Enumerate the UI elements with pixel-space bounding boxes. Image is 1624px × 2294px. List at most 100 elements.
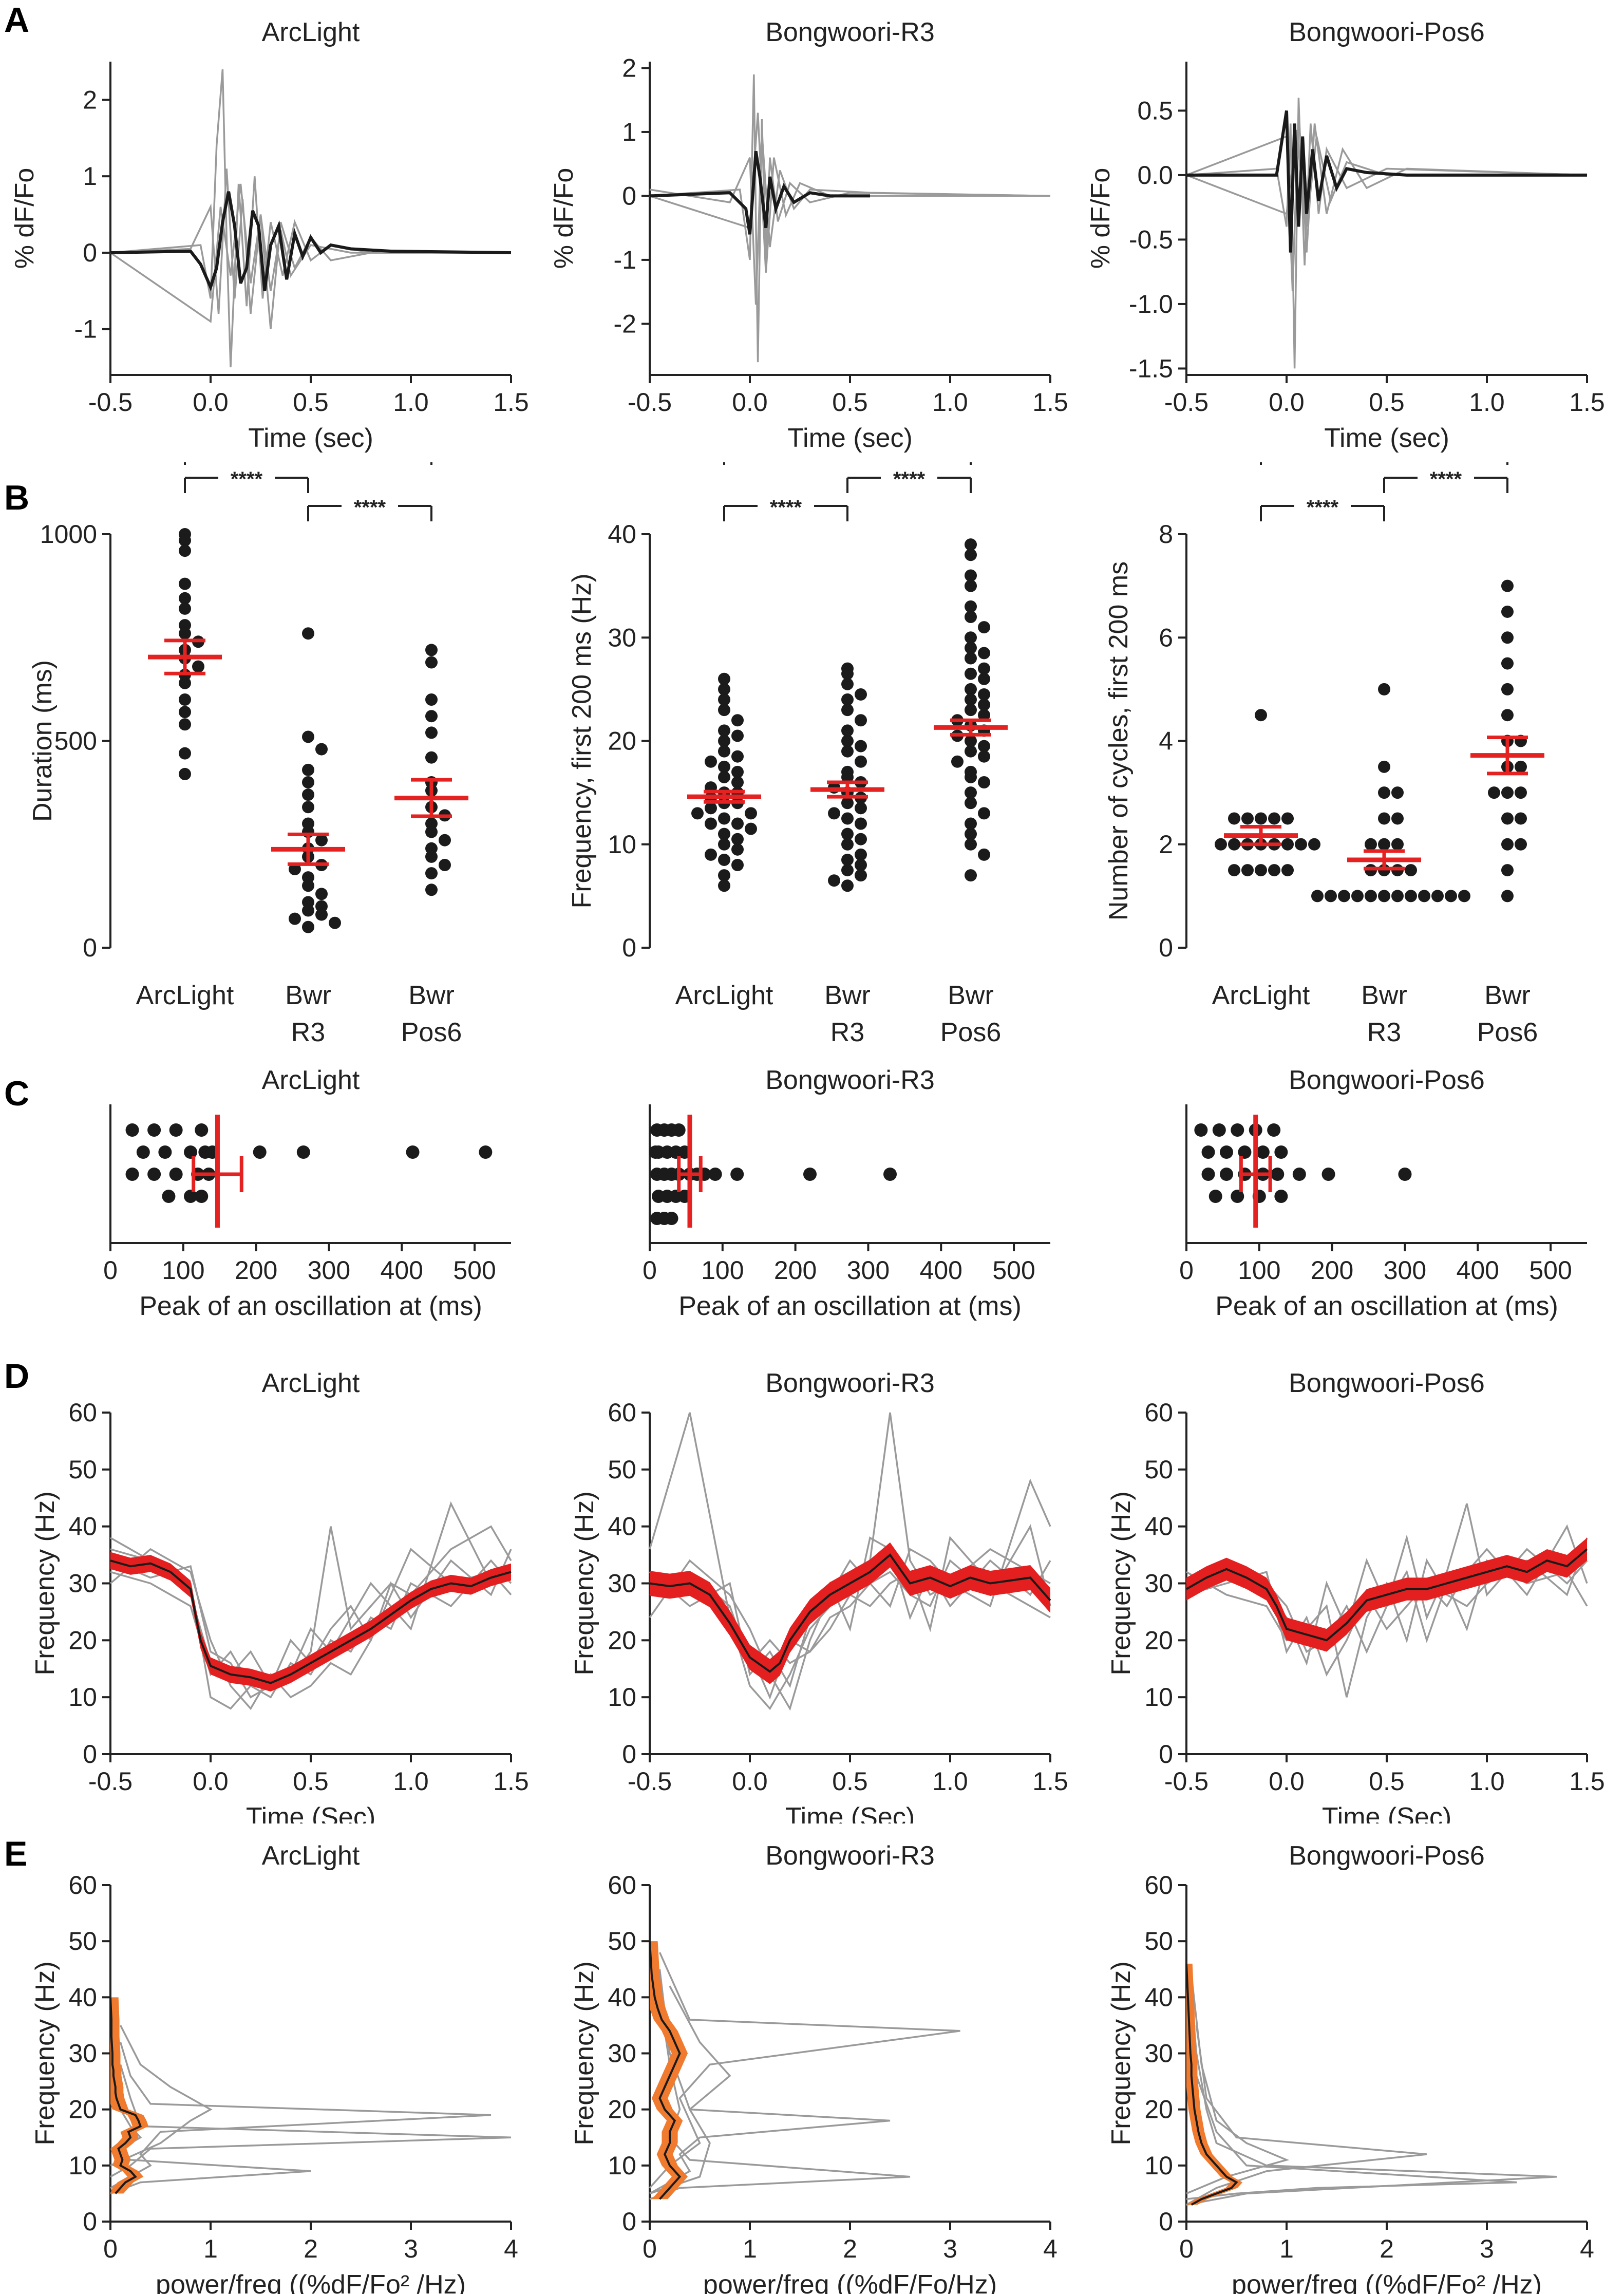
- y-tick-label: 2: [83, 85, 97, 114]
- data-point: [289, 912, 301, 925]
- data-point: [665, 1212, 678, 1225]
- data-point: [315, 908, 328, 921]
- category-label: R3: [830, 1018, 864, 1047]
- data-point: [718, 683, 730, 695]
- data-point: [1501, 838, 1514, 851]
- y-tick-label: 50: [1144, 1927, 1173, 1955]
- category-label: Pos6: [401, 1018, 462, 1047]
- data-point: [1378, 838, 1390, 851]
- data-point: [718, 853, 730, 866]
- chart-B3: 0 2 4 6 8 Number of cycles, first 200 ms ArcLi…: [1104, 462, 1544, 1047]
- x-tick-label: 300: [1384, 1256, 1426, 1285]
- y-tick-label: 20: [608, 2095, 636, 2124]
- significance-label: ****: [770, 496, 802, 519]
- data-point: [1488, 786, 1500, 799]
- chart-A1: ArcLight -1 0 1 2 -0.5 0.0 0.5 1.0 1.5 Time (sec)%…: [10, 17, 529, 453]
- chart-title: Bongwoori-R3: [765, 1368, 935, 1398]
- data-point: [855, 817, 867, 830]
- data-point: [1281, 812, 1294, 825]
- x-axis-label: Time (Sec): [1322, 1802, 1451, 1823]
- data-point: [1241, 864, 1254, 877]
- category-label: Bwr: [948, 981, 994, 1010]
- data-point: [1228, 812, 1240, 825]
- y-tick-label: 40: [68, 1983, 97, 2011]
- y-axis-label: Frequency (Hz): [1106, 1961, 1136, 2145]
- x-tick-label: -0.5: [628, 1767, 672, 1796]
- category-label: Bwr: [1484, 981, 1531, 1010]
- chart-E2: Bongwoori-R3 0 10 20 30 40 50 60 0 1 2 3 4 power/freq…: [570, 1841, 1058, 2294]
- data-point: [302, 763, 314, 776]
- y-tick-label: 4: [1159, 727, 1173, 756]
- data-point: [1308, 838, 1320, 851]
- trial-trace: [1186, 1997, 1557, 2206]
- data-point: [978, 750, 990, 763]
- y-tick-label: 50: [68, 1927, 97, 1955]
- data-point: [978, 647, 990, 660]
- y-tick-label: 40: [1144, 1983, 1173, 2011]
- data-point: [425, 825, 438, 838]
- data-point: [841, 724, 854, 737]
- data-point: [841, 828, 854, 840]
- data-point: [718, 704, 730, 717]
- mean-trace: [110, 191, 512, 292]
- data-point: [184, 1145, 197, 1159]
- y-tick-label: 20: [1144, 1626, 1173, 1654]
- y-axis-label: Duration (ms): [28, 660, 58, 822]
- data-point: [179, 693, 191, 706]
- data-point: [1405, 864, 1417, 877]
- data-point: [745, 822, 757, 835]
- x-tick-label: 0: [643, 1256, 657, 1285]
- y-tick-label: 0: [83, 933, 97, 962]
- data-point: [1501, 605, 1514, 618]
- y-axis-label: % dF/Fo: [1086, 168, 1116, 269]
- category-label: Bwr: [408, 981, 455, 1010]
- y-axis-label: Frequency (Hz): [30, 1961, 60, 2145]
- data-point: [406, 1145, 420, 1159]
- panel-letter-E: E: [4, 1834, 28, 1873]
- data-point: [1515, 812, 1527, 825]
- data-point: [978, 662, 990, 675]
- x-tick-label: 0.5: [293, 388, 329, 417]
- y-tick-label: 10: [608, 2151, 636, 2180]
- data-point: [841, 853, 854, 866]
- x-tick-label: 400: [381, 1256, 423, 1285]
- x-tick-label: -0.5: [88, 1767, 133, 1796]
- data-point: [1391, 890, 1404, 902]
- x-tick-label: 4: [1580, 2234, 1594, 2263]
- data-point: [841, 770, 854, 783]
- chart-D3: Bongwoori-Pos6 0 10 20 30 40 50 60 -0.5 0.0 0.5 1.0…: [1106, 1368, 1605, 1823]
- trial-trace: [649, 1952, 960, 2189]
- chart-title: Bongwoori-Pos6: [1289, 1368, 1485, 1398]
- y-tick-label: 20: [68, 1626, 97, 1654]
- data-point: [855, 833, 867, 845]
- data-point: [1378, 890, 1390, 902]
- y-tick-label: 60: [608, 1871, 636, 1900]
- data-point: [289, 863, 301, 876]
- y-tick-label: 0: [83, 2207, 97, 2236]
- data-point: [1255, 812, 1267, 825]
- sem-band: [650, 1542, 1050, 1684]
- data-point: [965, 704, 977, 717]
- y-tick-label: 10: [68, 1683, 97, 1712]
- y-tick-label: 30: [608, 1569, 636, 1598]
- plot-C3: Bongwoori-Pos6 0 100 200 300 400 500 Peak of an…: [1179, 1065, 1587, 1321]
- y-tick-label: 10: [608, 830, 636, 859]
- chart-title: ArcLight: [262, 1065, 360, 1095]
- data-point: [1418, 890, 1430, 902]
- data-point: [1458, 890, 1470, 902]
- data-point: [978, 776, 990, 788]
- panel-letter-A: A: [4, 1, 30, 40]
- data-point: [705, 802, 717, 815]
- x-axis-label: Time (sec): [787, 423, 913, 453]
- data-point: [978, 621, 990, 634]
- y-tick-label: 30: [608, 623, 636, 652]
- data-point: [169, 1123, 183, 1137]
- data-point: [1228, 838, 1240, 851]
- x-tick-label: 0: [103, 2234, 118, 2263]
- data-point: [425, 850, 438, 863]
- data-point: [1378, 683, 1390, 695]
- y-tick-label: 60: [1144, 1398, 1173, 1427]
- trial-trace: [1186, 98, 1588, 369]
- x-tick-label: 1.0: [932, 1767, 968, 1796]
